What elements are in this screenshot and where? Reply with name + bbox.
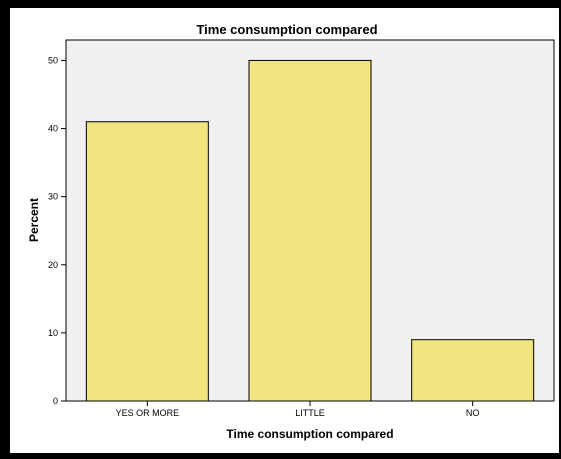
bar-no bbox=[411, 339, 535, 402]
bars-group bbox=[85, 59, 535, 402]
bar-yes-or-more bbox=[85, 121, 209, 402]
y-tick-label: 0 bbox=[53, 396, 58, 406]
x-axis-title: Time consumption compared bbox=[226, 427, 393, 441]
y-tick-label: 40 bbox=[48, 124, 58, 134]
chart-title: Time consumption compared bbox=[196, 22, 377, 37]
y-tick-label: 20 bbox=[48, 260, 58, 270]
bar-little bbox=[248, 59, 372, 402]
y-tick-label: 50 bbox=[48, 55, 58, 65]
x-tick-label: LITTLE bbox=[295, 408, 325, 418]
y-axis-title: Percent bbox=[27, 198, 41, 242]
x-tick-label: NO bbox=[466, 408, 480, 418]
y-tick-label: 30 bbox=[48, 192, 58, 202]
x-tick-label: YES OR MORE bbox=[116, 408, 180, 418]
x-axis: YES OR MORE LITTLE NO bbox=[116, 401, 480, 418]
y-axis: 0 10 20 30 40 50 bbox=[48, 55, 66, 406]
y-tick-label: 10 bbox=[48, 328, 58, 338]
